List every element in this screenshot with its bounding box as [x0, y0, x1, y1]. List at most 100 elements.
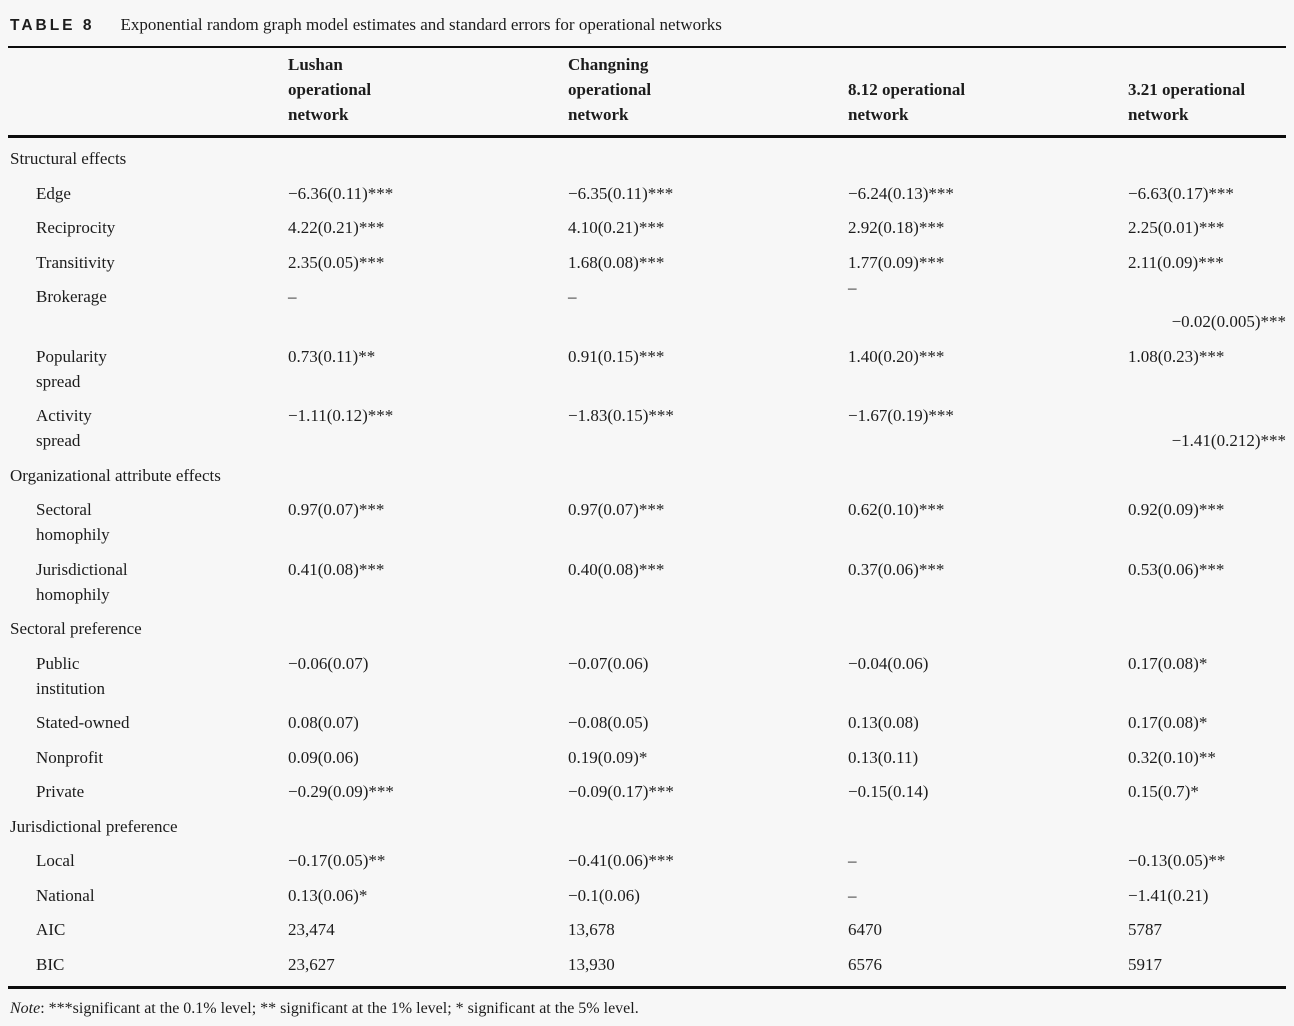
table-row-sectoral-homophily: Sectoral homophily 0.97(0.07)*** 0.97(0.…: [10, 497, 1286, 547]
top-rule: [8, 46, 1286, 48]
cell-812: 0.37(0.06)***: [848, 559, 945, 579]
note-text: : ***significant at the 0.1% level; ** s…: [40, 1000, 639, 1017]
table-row-reciprocity: Reciprocity 4.22(0.21)*** 4.10(0.21)*** …: [10, 215, 1286, 240]
cell-changning: −1.83(0.15)***: [568, 406, 674, 425]
cell-812: 1.77(0.09)***: [848, 252, 945, 272]
cell-lushan: −0.29(0.09)***: [288, 782, 394, 801]
cell-812: −0.04(0.06): [848, 653, 929, 673]
cell-812: 0.13(0.08): [848, 713, 919, 732]
cell-changning: 13,930: [568, 954, 615, 974]
table-row-nonprofit: Nonprofit 0.09(0.06) 0.19(0.09)* 0.13(0.…: [10, 745, 1286, 770]
cell-lushan: 0.97(0.07)***: [288, 500, 385, 519]
table-caption: Exponential random graph model estimates…: [120, 15, 722, 34]
cell-321: −1.41(0.21): [1128, 885, 1209, 905]
table-row-jurisdictional-homophily: Jurisdictional homophily 0.41(0.08)*** 0…: [10, 557, 1286, 607]
row-label: Sectoral homophily: [36, 500, 110, 544]
row-label: Nonprofit: [36, 747, 104, 767]
cell-812: 2.92(0.18)***: [848, 218, 945, 237]
section-row-structural: Structural effects: [10, 146, 1286, 171]
table-row-edge: Edge −6.36(0.11)*** −6.35(0.11)*** −6.24…: [10, 181, 1286, 206]
cell-lushan: 0.41(0.08)***: [288, 559, 385, 579]
cell-812: −6.24(0.13)***: [848, 183, 954, 203]
cell-changning: 0.40(0.08)***: [568, 559, 665, 579]
cell-812: −0.15(0.14): [848, 782, 929, 801]
cell-changning: –: [568, 287, 577, 306]
cell-changning: 0.97(0.07)***: [568, 500, 665, 519]
cell-changning: 1.68(0.08)***: [568, 252, 665, 272]
table-note: Note: ***significant at the 0.1% level; …: [0, 989, 1294, 1020]
header-lushan: Lushan operational network: [288, 55, 372, 124]
table-number-label: TABLE 8: [10, 17, 95, 34]
cell-812: 6576: [848, 954, 882, 974]
header-812: 8.12 operational network: [848, 80, 966, 124]
row-label: AIC: [36, 920, 66, 939]
table-row-activity-spread: Activity spread −1.11(0.12)*** −1.83(0.1…: [10, 403, 1286, 453]
cell-812: –: [848, 885, 857, 905]
cell-lushan: 23,474: [288, 920, 335, 939]
cell-changning: −6.35(0.11)***: [568, 183, 674, 203]
dash-value: –: [848, 278, 857, 297]
cell-lushan: 2.35(0.05)***: [288, 252, 385, 272]
cell-changning: 0.19(0.09)*: [568, 747, 648, 767]
cell-changning: −0.08(0.05): [568, 713, 649, 732]
cell-lushan: −6.36(0.11)***: [288, 183, 394, 203]
cell-812: 0.62(0.10)***: [848, 500, 945, 519]
table-row-private: Private −0.29(0.09)*** −0.09(0.17)*** −0…: [10, 779, 1286, 804]
cell-321: 0.17(0.08)*: [1128, 653, 1208, 673]
row-label: Popularity spread: [36, 346, 107, 391]
table-row-popularity-spread: Popularity spread 0.73(0.11)** 0.91(0.15…: [10, 344, 1286, 394]
header-321: 3.21 operational network: [1128, 80, 1246, 124]
cell-changning: −0.41(0.06)***: [568, 851, 674, 870]
table-row-public-institution: Public institution −0.06(0.07) −0.07(0.0…: [10, 651, 1286, 701]
column-header-row: Lushan operational network Changning ope…: [0, 48, 1294, 135]
section-label: Structural effects: [10, 149, 127, 168]
cell-321: 2.25(0.01)***: [1128, 218, 1225, 237]
cell-321: 0.17(0.08)*: [1128, 713, 1208, 732]
section-label: Sectoral preference: [10, 619, 142, 638]
row-label: Local: [36, 851, 75, 870]
cell-812: –: [848, 278, 1128, 309]
row-label: Reciprocity: [36, 218, 116, 237]
table-title-row: TABLE 8 Exponential random graph model e…: [0, 0, 1294, 46]
cell-321: −0.13(0.05)**: [1128, 851, 1226, 870]
cell-changning: 4.10(0.21)***: [568, 218, 665, 237]
table-body: Structural effects Edge −6.36(0.11)*** −…: [0, 138, 1294, 977]
cell-lushan: 23,627: [288, 954, 335, 974]
table-row-transitivity: Transitivity 2.35(0.05)*** 1.68(0.08)***…: [10, 250, 1286, 275]
cell-lushan: −0.06(0.07): [288, 653, 369, 673]
section-row-sectoral-preference: Sectoral preference: [10, 616, 1286, 641]
row-label: Brokerage: [36, 287, 107, 306]
row-label: National: [36, 885, 95, 905]
row-label: Public institution: [36, 653, 105, 698]
row-label: Private: [36, 782, 85, 801]
table-row-brokerage: Brokerage – – – −0.02(0.005)***: [10, 278, 1286, 334]
cell-321: 2.11(0.09)***: [1128, 252, 1224, 272]
cell-321: 5787: [1128, 920, 1162, 939]
cell-lushan: 0.73(0.11)**: [288, 346, 376, 366]
cell-lushan: 4.22(0.21)***: [288, 218, 385, 237]
row-label: Transitivity: [36, 252, 115, 272]
cell-812: 0.13(0.11): [848, 747, 919, 767]
cell-lushan: 0.13(0.06)*: [288, 885, 368, 905]
cell-lushan: −0.17(0.05)**: [288, 851, 386, 870]
bottom-rule: [8, 986, 1286, 989]
cell-changning: 13,678: [568, 920, 615, 939]
section-row-jurisdictional-preference: Jurisdictional preference: [10, 814, 1286, 839]
table-row-stated-owned: Stated-owned 0.08(0.07) −0.08(0.05) 0.13…: [10, 710, 1286, 735]
cell-812: 1.40(0.20)***: [848, 346, 945, 366]
cell-321: 0.92(0.09)***: [1128, 500, 1225, 519]
row-label: Edge: [36, 183, 71, 203]
cell-lushan: 0.08(0.07): [288, 713, 359, 732]
table-row-aic: AIC 23,474 13,678 6470 5787: [10, 917, 1286, 942]
section-label: Jurisdictional preference: [10, 816, 178, 836]
header-rule: [8, 135, 1286, 138]
cell-812: –: [848, 851, 857, 870]
section-label: Organizational attribute effects: [10, 465, 221, 485]
cell-321: 5917: [1128, 954, 1162, 974]
note-prefix: Note: [10, 1000, 41, 1017]
table-row-bic: BIC 23,627 13,930 6576 5917: [10, 952, 1286, 977]
cell-changning: −0.07(0.06): [568, 653, 649, 673]
header-changning: Changning operational network: [568, 55, 652, 124]
cell-321: 1.08(0.23)***: [1128, 346, 1225, 366]
